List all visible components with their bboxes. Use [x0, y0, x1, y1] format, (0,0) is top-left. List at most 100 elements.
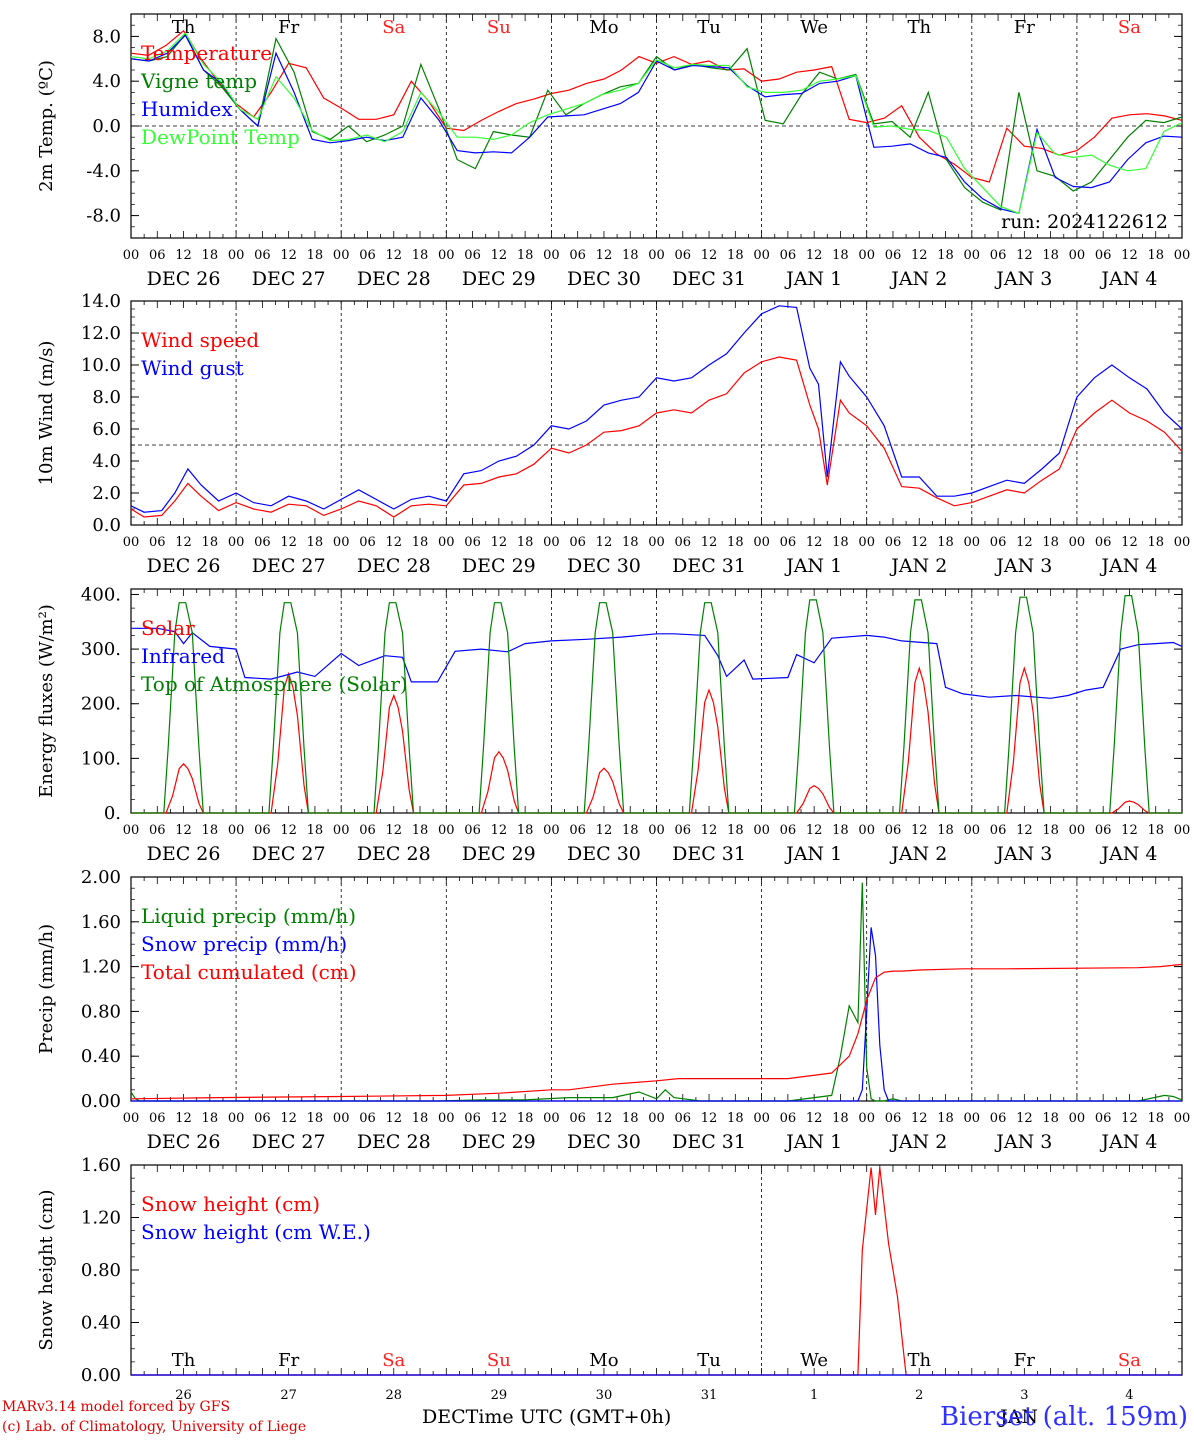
hour-tick-label: 12 — [491, 535, 508, 550]
hour-tick-label: 06 — [990, 535, 1007, 550]
hour-tick-label: 00 — [753, 1111, 770, 1126]
hour-tick-label: 00 — [438, 535, 455, 550]
hour-tick-label: 12 — [385, 823, 402, 838]
y-axis-label: Energy fluxes (W/m²) — [36, 604, 57, 798]
hour-tick-label: 00 — [648, 823, 665, 838]
hour-tick-label: 06 — [569, 248, 586, 263]
series-line-wind-speed — [130, 356, 1183, 518]
series-line-wind-gust — [130, 305, 1183, 513]
legend-entry: Wind gust — [141, 356, 244, 380]
hour-tick-label: 00 — [333, 248, 350, 263]
series-line-infrared — [131, 627, 1183, 699]
hour-tick-label: 06 — [990, 248, 1007, 263]
hour-tick-label: 18 — [307, 248, 324, 263]
hour-tick-label: 06 — [1095, 535, 1112, 550]
day-date-label: DEC 29 — [462, 268, 536, 290]
hour-tick-label: 12 — [1016, 823, 1033, 838]
hour-tick-label: 18 — [517, 823, 534, 838]
hour-tick-label: 12 — [385, 535, 402, 550]
hour-tick-label: 18 — [202, 1111, 219, 1126]
series-line-temperature — [130, 29, 1183, 183]
y-tick-label: -4.0 — [86, 161, 121, 182]
hour-tick-label: 18 — [1147, 535, 1164, 550]
hour-tick-label: 00 — [543, 535, 560, 550]
hour-tick-label: 00 — [753, 248, 770, 263]
day-date-label: DEC 28 — [357, 268, 431, 290]
hour-tick-label: 00 — [1069, 535, 1086, 550]
hour-tick-label: 12 — [175, 535, 192, 550]
weekday-label: Su — [487, 1350, 511, 1371]
hour-tick-label: 12 — [1016, 248, 1033, 263]
day-date-label: JAN 4 — [1099, 1131, 1157, 1153]
hour-tick-label: 06 — [254, 248, 271, 263]
hour-tick-label: 06 — [359, 248, 376, 263]
y-tick-label: 200. — [81, 694, 121, 715]
hour-tick-label: 18 — [412, 535, 429, 550]
weekday-label: Sa — [1118, 17, 1141, 38]
weekday-label: Sa — [382, 1350, 405, 1371]
hour-tick-label: 18 — [1042, 823, 1059, 838]
hour-tick-label: 12 — [701, 535, 718, 550]
legend-entry: Snow precip (mm/h) — [141, 932, 347, 956]
hour-tick-label: 12 — [911, 248, 928, 263]
y-tick-label: 0.0 — [92, 515, 121, 536]
y-tick-label: 0.0 — [92, 116, 121, 137]
hour-tick-label: 18 — [727, 248, 744, 263]
x-axis-title-text: Time UTC (GMT+0h) — [465, 1406, 672, 1428]
day-date-label: DEC 27 — [252, 268, 326, 290]
hour-tick-label: 06 — [464, 1111, 481, 1126]
hour-tick-label: 06 — [990, 823, 1007, 838]
hour-tick-label: 06 — [149, 248, 166, 263]
hour-tick-label: 18 — [202, 535, 219, 550]
hour-tick-label: 06 — [359, 535, 376, 550]
hour-tick-label: 00 — [123, 1111, 140, 1126]
y-axis-label: 10m Wind (m/s) — [36, 341, 57, 486]
hour-tick-label: 12 — [491, 248, 508, 263]
legend-entry: Humidex — [141, 97, 233, 121]
series-line-vigne-temp — [130, 33, 1183, 211]
series-line-total-cumulated-cm- — [130, 963, 1183, 1100]
hour-tick-label: 00 — [1174, 1111, 1191, 1126]
hour-tick-label: 12 — [1016, 535, 1033, 550]
hour-tick-label: 00 — [438, 248, 455, 263]
day-date-label: DEC 30 — [567, 268, 641, 290]
hour-tick-label: 06 — [780, 248, 797, 263]
hour-tick-label: 18 — [727, 535, 744, 550]
hour-tick-label: 00 — [964, 248, 981, 263]
x-axis-title: DECTime UTC (GMT+0h) — [422, 1406, 672, 1428]
y-tick-label: 1.60 — [81, 1155, 121, 1176]
hour-tick-label: 12 — [175, 1111, 192, 1126]
day-date-label: JAN 4 — [1099, 555, 1157, 577]
y-tick-label: 0.00 — [81, 1091, 121, 1112]
hour-tick-label: 18 — [202, 248, 219, 263]
day-date-label: DEC 26 — [147, 843, 221, 865]
y-tick-label: 8.0 — [92, 387, 121, 408]
hour-tick-label: 12 — [596, 535, 613, 550]
hour-tick-label: 18 — [412, 1111, 429, 1126]
hour-tick-label: 18 — [937, 535, 954, 550]
panel-3: 0. 100. 200. 300. 400. Energy fluxes (W/m²) 00… — [36, 584, 1190, 865]
hour-tick-label: 18 — [517, 1111, 534, 1126]
weekday-label: Tu — [697, 17, 721, 38]
y-tick-label: 0.80 — [81, 1260, 121, 1281]
series-line-snow-height-cm- — [131, 1167, 1182, 1376]
hour-tick-label: 00 — [753, 823, 770, 838]
hour-tick-label: 06 — [464, 248, 481, 263]
series-line-dewpoint-temp — [130, 32, 1183, 215]
weekday-label: We — [800, 17, 828, 38]
legend-entry: Solar — [141, 616, 195, 640]
hour-tick-label: 12 — [911, 535, 928, 550]
hour-tick-label: 12 — [280, 823, 297, 838]
hour-tick-label: 18 — [202, 823, 219, 838]
hour-tick-label: 00 — [858, 1111, 875, 1126]
day-date-label: JAN 1 — [784, 555, 842, 577]
legend-entry: Wind speed — [141, 328, 259, 352]
hour-tick-label: 00 — [858, 248, 875, 263]
legend-entry: Total cumulated (cm) — [141, 960, 357, 984]
day-date-label: JAN 2 — [889, 1131, 947, 1153]
hour-tick-label: 06 — [254, 1111, 271, 1126]
day-date-label: DEC 30 — [567, 843, 641, 865]
day-date-label: DEC 31 — [672, 555, 746, 577]
hour-tick-label: 06 — [464, 823, 481, 838]
hour-tick-label: 18 — [1042, 1111, 1059, 1126]
